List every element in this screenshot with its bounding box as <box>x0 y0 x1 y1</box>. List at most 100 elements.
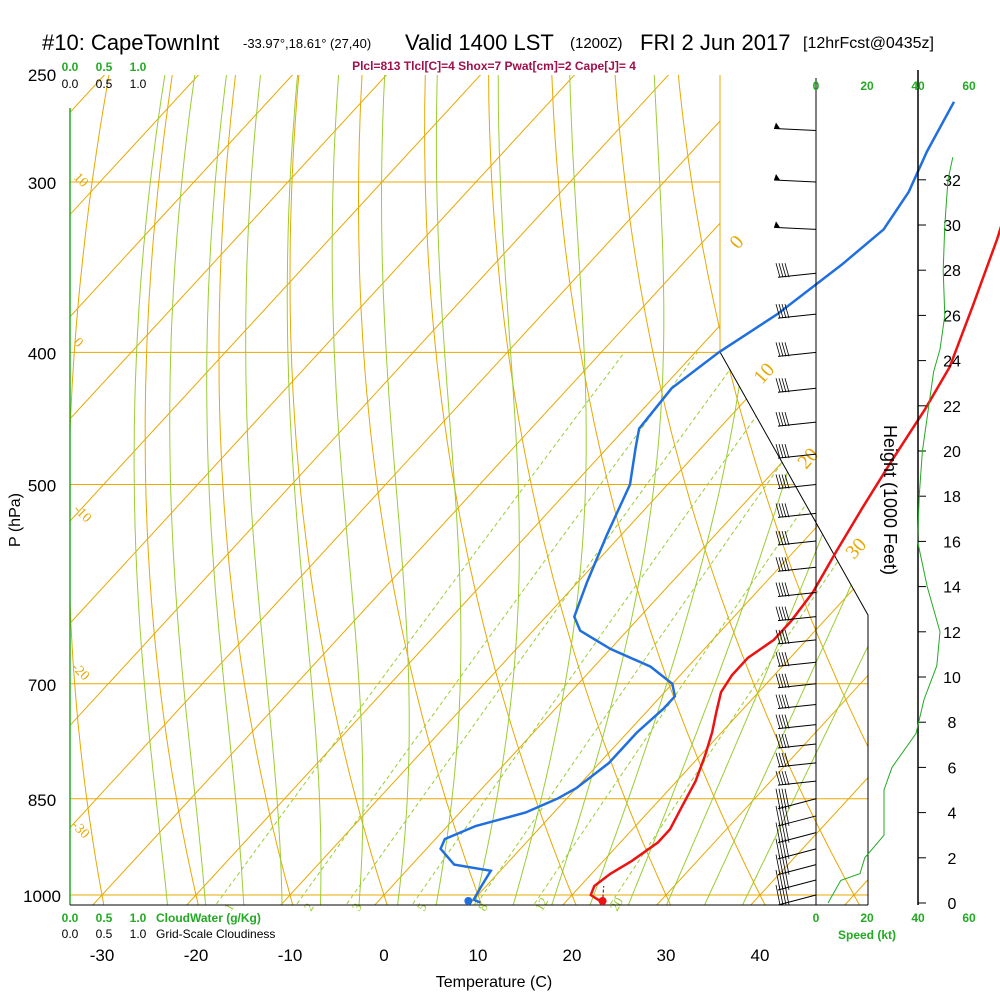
wind-barb-feather <box>775 854 781 875</box>
moist-adiabat-line <box>507 75 587 905</box>
wind-barb-feather <box>784 557 790 572</box>
wind-barb-shaft <box>777 879 817 891</box>
isotherm-label: 0 <box>725 231 748 253</box>
speed-axis-title: Speed (kt) <box>838 928 896 942</box>
wind-barb-feather <box>775 788 781 809</box>
speed-tick-bottom: 20 <box>860 911 874 925</box>
wind-barb-feather <box>784 503 790 518</box>
temperature-tick-label: 10 <box>469 946 488 965</box>
height-tick-label: 20 <box>943 444 961 461</box>
isotherm-line <box>545 75 868 905</box>
wind-barb-feather <box>778 788 784 809</box>
wind-barb-feather <box>781 474 787 489</box>
utc-time: (1200Z) <box>570 35 623 52</box>
mixing-ratio-label: 2 <box>301 900 317 913</box>
wind-barb-shaft <box>777 683 817 689</box>
wind-barb-feather <box>778 263 784 278</box>
wind-barb-feather <box>775 673 781 688</box>
header: #10: CapeTownInt -33.97°,18.61° (27,40) … <box>42 30 934 73</box>
height-tick-label: 6 <box>948 760 957 777</box>
wind-barb-pennant <box>774 174 780 180</box>
wind-barb-feather <box>778 606 784 621</box>
wind-barb-feather <box>784 444 790 459</box>
dry-adiabat-label: -20 <box>68 660 92 684</box>
wind-barb-feather <box>778 342 784 357</box>
wind-barb-feather <box>775 652 781 667</box>
dry-adiabat-line <box>358 75 490 905</box>
isotherm-line <box>70 75 128 905</box>
wind-barb-feather <box>781 557 787 572</box>
wind-barb-shaft <box>773 226 817 230</box>
cloudiness-scale-bottom: 0.0 <box>62 927 79 941</box>
wind-barb-feather <box>778 629 784 644</box>
wind-barb-feather <box>775 629 781 644</box>
mixing-ratio-label: 20 <box>607 895 626 914</box>
wind-barb-feather <box>784 342 790 357</box>
dry-adiabat-line <box>289 75 394 905</box>
dry-adiabat-line <box>675 75 868 905</box>
wind-barb-shaft <box>773 127 817 131</box>
wind-barb-feather <box>778 714 784 729</box>
height-tick-label: 2 <box>948 851 957 868</box>
wind-barb-feather <box>781 263 787 278</box>
wind-barb-feather <box>775 444 781 459</box>
wind-barb-feather <box>781 673 787 688</box>
cloudwater-scale-bottom: 0.5 <box>96 911 113 925</box>
cloudwater-scale-bottom: 1.0 <box>130 911 147 925</box>
dry-adiabat-line <box>218 75 299 905</box>
speed-tick-top: 20 <box>860 79 874 93</box>
wind-barb-shaft <box>777 540 817 546</box>
cloudwater-scale-top: 1.0 <box>130 60 147 74</box>
speed-tick-bottom: 0 <box>813 911 820 925</box>
cloudwater-label: CloudWater (g/Kg) <box>156 911 261 925</box>
wind-barb-feather <box>784 770 790 786</box>
temperature-line <box>589 225 1000 904</box>
isotherm-line <box>70 75 598 905</box>
wind-barb-feather <box>784 805 790 827</box>
wind-barb-shaft <box>777 743 817 749</box>
height-tick-label: 24 <box>943 354 961 371</box>
moist-adiabat-line <box>469 75 520 905</box>
cloudiness-scale-bottom: 1.0 <box>130 927 147 941</box>
wind-barb-shaft <box>777 387 817 393</box>
temperature-tick-label: 0 <box>379 946 388 965</box>
isotherm-line <box>733 75 868 905</box>
wind-barb-shaft <box>777 798 817 810</box>
wind-barb-feather <box>781 342 787 357</box>
mixing-ratio-label: 5 <box>414 900 430 913</box>
wind-barb-feather <box>781 606 787 621</box>
speed-tick-top: 60 <box>962 79 976 93</box>
mixing-ratio-label: 12 <box>532 895 551 914</box>
wind-barb-shaft <box>777 351 817 357</box>
wind-barb-shaft <box>777 724 817 730</box>
height-tick-label: 14 <box>943 580 961 597</box>
wind-barb-feather <box>784 263 790 278</box>
wind-barb-feather <box>784 733 790 749</box>
moist-adiabat-line <box>695 75 868 905</box>
wind-barb-feather <box>775 694 781 709</box>
wind-barb-feather <box>784 378 790 393</box>
cloudwater-scale-bottom: 0.0 <box>62 911 79 925</box>
wind-barb-shaft <box>777 272 817 278</box>
wind-barb-shaft <box>777 591 817 597</box>
wind-barb-shaft <box>777 421 817 427</box>
isotherm-label: 10 <box>749 359 779 389</box>
wind-barb-feather <box>775 503 781 518</box>
x-axis-title: Temperature (C) <box>436 974 552 991</box>
temperature-tick-label: -10 <box>278 946 303 965</box>
wind-barb-feather <box>781 412 787 427</box>
wind-barb-feather <box>781 304 787 319</box>
speed-tick-bottom: 40 <box>911 911 925 925</box>
wind-barb-feather <box>778 805 784 827</box>
wind-barb-feather <box>778 582 784 597</box>
height-tick-label: 22 <box>943 399 961 416</box>
wind-barb-feather <box>784 788 790 809</box>
dry-adiabat-line <box>70 75 115 905</box>
wind-barb-feather <box>784 606 790 621</box>
wind-barb-feather <box>778 304 784 319</box>
pressure-tick-label: 500 <box>28 477 56 496</box>
isotherm-line <box>639 75 868 905</box>
wind-barb-feather <box>778 770 784 786</box>
mixing-ratio-lines <box>216 352 868 905</box>
wind-barb-feather <box>775 412 781 427</box>
